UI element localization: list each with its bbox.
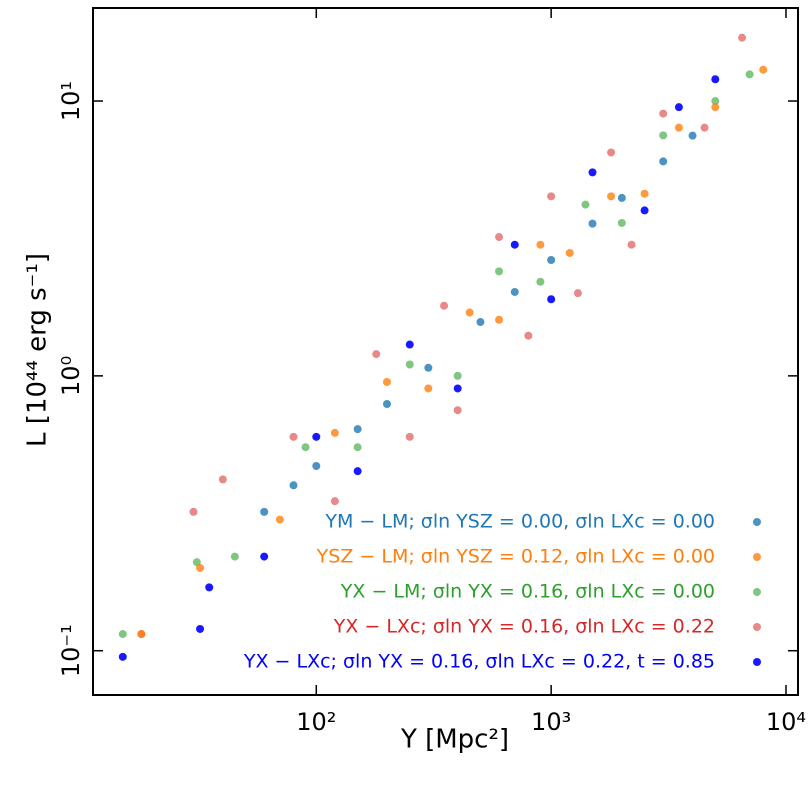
point bbox=[382, 400, 391, 409]
point bbox=[260, 552, 269, 561]
x-axis-label: Y [Mpc²] bbox=[400, 725, 509, 755]
point bbox=[330, 428, 339, 437]
point bbox=[289, 481, 298, 490]
point bbox=[510, 240, 519, 249]
point bbox=[424, 363, 433, 372]
point bbox=[196, 563, 205, 572]
plot-frame bbox=[92, 7, 799, 696]
point bbox=[405, 340, 414, 349]
legend-marker bbox=[753, 623, 761, 631]
point bbox=[536, 240, 545, 249]
point bbox=[312, 432, 321, 441]
point bbox=[189, 507, 198, 516]
point bbox=[495, 233, 504, 242]
point bbox=[640, 206, 649, 215]
point bbox=[301, 443, 310, 452]
point bbox=[659, 157, 668, 166]
point bbox=[230, 552, 239, 561]
point bbox=[510, 287, 519, 296]
legend-label: YSZ − LM; σln YSZ = 0.12, σln LXc = 0.00 bbox=[316, 546, 715, 568]
point bbox=[547, 192, 556, 201]
y-tick-label: 10⁻¹ bbox=[57, 624, 85, 677]
point bbox=[372, 350, 381, 359]
point bbox=[353, 467, 362, 476]
point bbox=[440, 301, 449, 310]
point bbox=[353, 425, 362, 434]
point bbox=[405, 432, 414, 441]
point bbox=[573, 289, 582, 298]
point bbox=[218, 475, 227, 484]
point bbox=[674, 103, 683, 112]
point bbox=[617, 218, 626, 227]
point bbox=[118, 652, 127, 661]
point bbox=[118, 630, 127, 639]
point bbox=[205, 583, 214, 592]
point bbox=[453, 371, 462, 380]
point bbox=[382, 377, 391, 386]
point bbox=[405, 360, 414, 369]
point bbox=[588, 219, 597, 228]
y-tick-label: 10¹ bbox=[57, 81, 85, 121]
point bbox=[137, 630, 146, 639]
point bbox=[607, 148, 616, 157]
point bbox=[547, 255, 556, 264]
point bbox=[711, 103, 720, 112]
point bbox=[688, 131, 697, 140]
point bbox=[607, 192, 616, 201]
point bbox=[617, 193, 626, 202]
point bbox=[524, 331, 533, 340]
point bbox=[312, 461, 321, 470]
point bbox=[659, 131, 668, 140]
legend-marker bbox=[753, 553, 761, 561]
point bbox=[495, 315, 504, 324]
x-tick-label: 10² bbox=[296, 708, 336, 736]
legend-marker bbox=[753, 518, 761, 526]
point bbox=[581, 200, 590, 209]
point bbox=[659, 109, 668, 118]
legend-marker bbox=[753, 658, 761, 666]
point bbox=[453, 384, 462, 393]
point bbox=[674, 123, 683, 132]
legend-label: YM − LM; σln YSZ = 0.00, σln LXc = 0.00 bbox=[324, 511, 715, 533]
point bbox=[260, 507, 269, 516]
point bbox=[196, 624, 205, 633]
point bbox=[289, 432, 298, 441]
point bbox=[536, 277, 545, 286]
legend-label: YX − LXc; σln YX = 0.16, σln LXc = 0.22,… bbox=[243, 651, 715, 673]
point bbox=[453, 406, 462, 415]
y-axis-label: L [10⁴⁴ erg s⁻¹] bbox=[23, 253, 53, 447]
point bbox=[627, 240, 636, 249]
point bbox=[588, 168, 597, 177]
point bbox=[192, 558, 201, 567]
legend-label: YX − LM; σln YX = 0.16, σln LXc = 0.00 bbox=[340, 581, 715, 603]
y-tick-label: 10⁰ bbox=[57, 356, 85, 396]
point bbox=[495, 267, 504, 276]
point bbox=[353, 443, 362, 452]
legend-label: YX − LXc; σln YX = 0.16, σln LXc = 0.22 bbox=[333, 616, 715, 638]
point bbox=[275, 515, 284, 524]
point bbox=[547, 295, 556, 304]
legend-marker bbox=[753, 588, 761, 596]
point bbox=[424, 384, 433, 393]
point bbox=[745, 70, 754, 79]
point bbox=[330, 497, 339, 506]
point bbox=[476, 318, 485, 327]
x-tick-label: 10³ bbox=[531, 708, 571, 736]
point bbox=[738, 33, 747, 42]
point bbox=[565, 248, 574, 257]
x-tick-label: 10⁴ bbox=[766, 708, 806, 736]
point bbox=[759, 65, 768, 74]
point bbox=[711, 97, 720, 106]
point bbox=[465, 308, 474, 317]
point bbox=[711, 75, 720, 84]
point bbox=[700, 123, 709, 132]
point bbox=[640, 189, 649, 198]
